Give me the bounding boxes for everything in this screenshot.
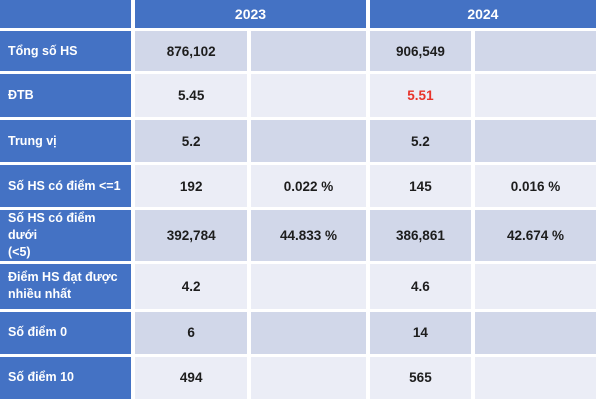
percent-2024: [475, 263, 596, 309]
percent-2024: [475, 311, 596, 354]
year-header-2024: 2024: [369, 0, 596, 28]
value-2023: 876,102: [135, 31, 248, 71]
value-2024: 14: [369, 311, 472, 354]
percent-2023: [251, 263, 366, 309]
table-row-tong-so-hs: Tổng số HS 876,102 906,549: [0, 31, 596, 71]
table-row-diem-duoi-5: Số HS có điểm dưới (<5) 392,784 44.833 %…: [0, 210, 596, 261]
year-header-2023: 2023: [135, 0, 366, 28]
row-label: Số HS có điểm <=1: [0, 165, 132, 207]
value-2023: 192: [135, 165, 248, 207]
percent-2023: [251, 74, 366, 117]
row-label: Số điểm 10: [0, 356, 132, 399]
row-label: Tổng số HS: [0, 31, 132, 71]
row-label: ĐTB: [0, 74, 132, 117]
table-row-trung-vi: Trung vị 5.2 5.2: [0, 120, 596, 162]
header-row: 2023 2024: [0, 0, 596, 28]
percent-2024: [475, 356, 596, 399]
value-2023: 392,784: [135, 210, 248, 261]
value-2024: 565: [369, 356, 472, 399]
value-2023: 6: [135, 311, 248, 354]
percent-2023: [251, 120, 366, 162]
value-2023: 5.45: [135, 74, 248, 117]
value-2024: 386,861: [369, 210, 472, 261]
value-2023: 4.2: [135, 263, 248, 309]
value-2024: 4.6: [369, 263, 472, 309]
percent-2023: 0.022 %: [251, 165, 366, 207]
percent-2024: [475, 31, 596, 71]
table-row-diem-duoi-1: Số HS có điểm <=1 192 0.022 % 145 0.016 …: [0, 165, 596, 207]
value-2024: 5.2: [369, 120, 472, 162]
value-2023: 5.2: [135, 120, 248, 162]
row-label: Số HS có điểm dưới (<5): [0, 210, 132, 261]
percent-2023: [251, 31, 366, 71]
table-row-so-diem-0: Số điểm 0 6 14: [0, 311, 596, 354]
dtb-2024-value-highlighted: 5.51: [369, 74, 472, 117]
percent-2023: [251, 356, 366, 399]
value-2024: 145: [369, 165, 472, 207]
table-row-so-diem-10: Số điểm 10 494 565: [0, 356, 596, 399]
percent-2023: 44.833 %: [251, 210, 366, 261]
row-label: Trung vị: [0, 120, 132, 162]
percent-2024: 0.016 %: [475, 165, 596, 207]
table-row-dtb: ĐTB 5.45 5.51: [0, 74, 596, 117]
percent-2024: [475, 120, 596, 162]
value-2023: 494: [135, 356, 248, 399]
percent-2023: [251, 311, 366, 354]
table-row-diem-nhieu-nhat: Điểm HS đạt được nhiều nhất 4.2 4.6: [0, 263, 596, 309]
row-label: Số điểm 0: [0, 311, 132, 354]
percent-2024: 42.674 %: [475, 210, 596, 261]
value-2024: 906,549: [369, 31, 472, 71]
percent-2024: [475, 74, 596, 117]
row-label: Điểm HS đạt được nhiều nhất: [0, 263, 132, 309]
corner-cell: [0, 0, 132, 28]
